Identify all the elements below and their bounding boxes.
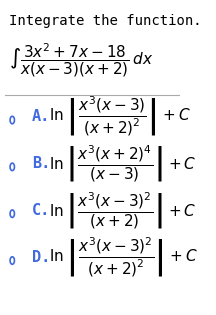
Text: $\int \dfrac{3x^2+7x-18}{x(x-3)(x+2)}\, dx$: $\int \dfrac{3x^2+7x-18}{x(x-3)(x+2)}\, …	[9, 42, 153, 79]
Text: D.: D.	[32, 250, 51, 265]
Text: A.: A.	[32, 109, 51, 124]
Text: Integrate the function.: Integrate the function.	[9, 14, 201, 28]
Text: $\ln\left|\dfrac{x^3(x-3)}{(x+2)^2}\right|+C$: $\ln\left|\dfrac{x^3(x-3)}{(x+2)^2}\righ…	[49, 95, 190, 139]
Text: $\ln\left|\dfrac{x^3(x-3)^2}{(x+2)^2}\right|+C$: $\ln\left|\dfrac{x^3(x-3)^2}{(x+2)^2}\ri…	[49, 236, 198, 279]
Text: B.: B.	[32, 156, 51, 171]
Text: $\ln\left|\dfrac{x^3(x-3)^2}{(x+2)}\right|+C$: $\ln\left|\dfrac{x^3(x-3)^2}{(x+2)}\righ…	[49, 190, 196, 231]
Text: $\ln\left|\dfrac{x^3(x+2)^4}{(x-3)}\right|+C$: $\ln\left|\dfrac{x^3(x+2)^4}{(x-3)}\righ…	[49, 144, 196, 184]
Text: C.: C.	[32, 203, 51, 218]
